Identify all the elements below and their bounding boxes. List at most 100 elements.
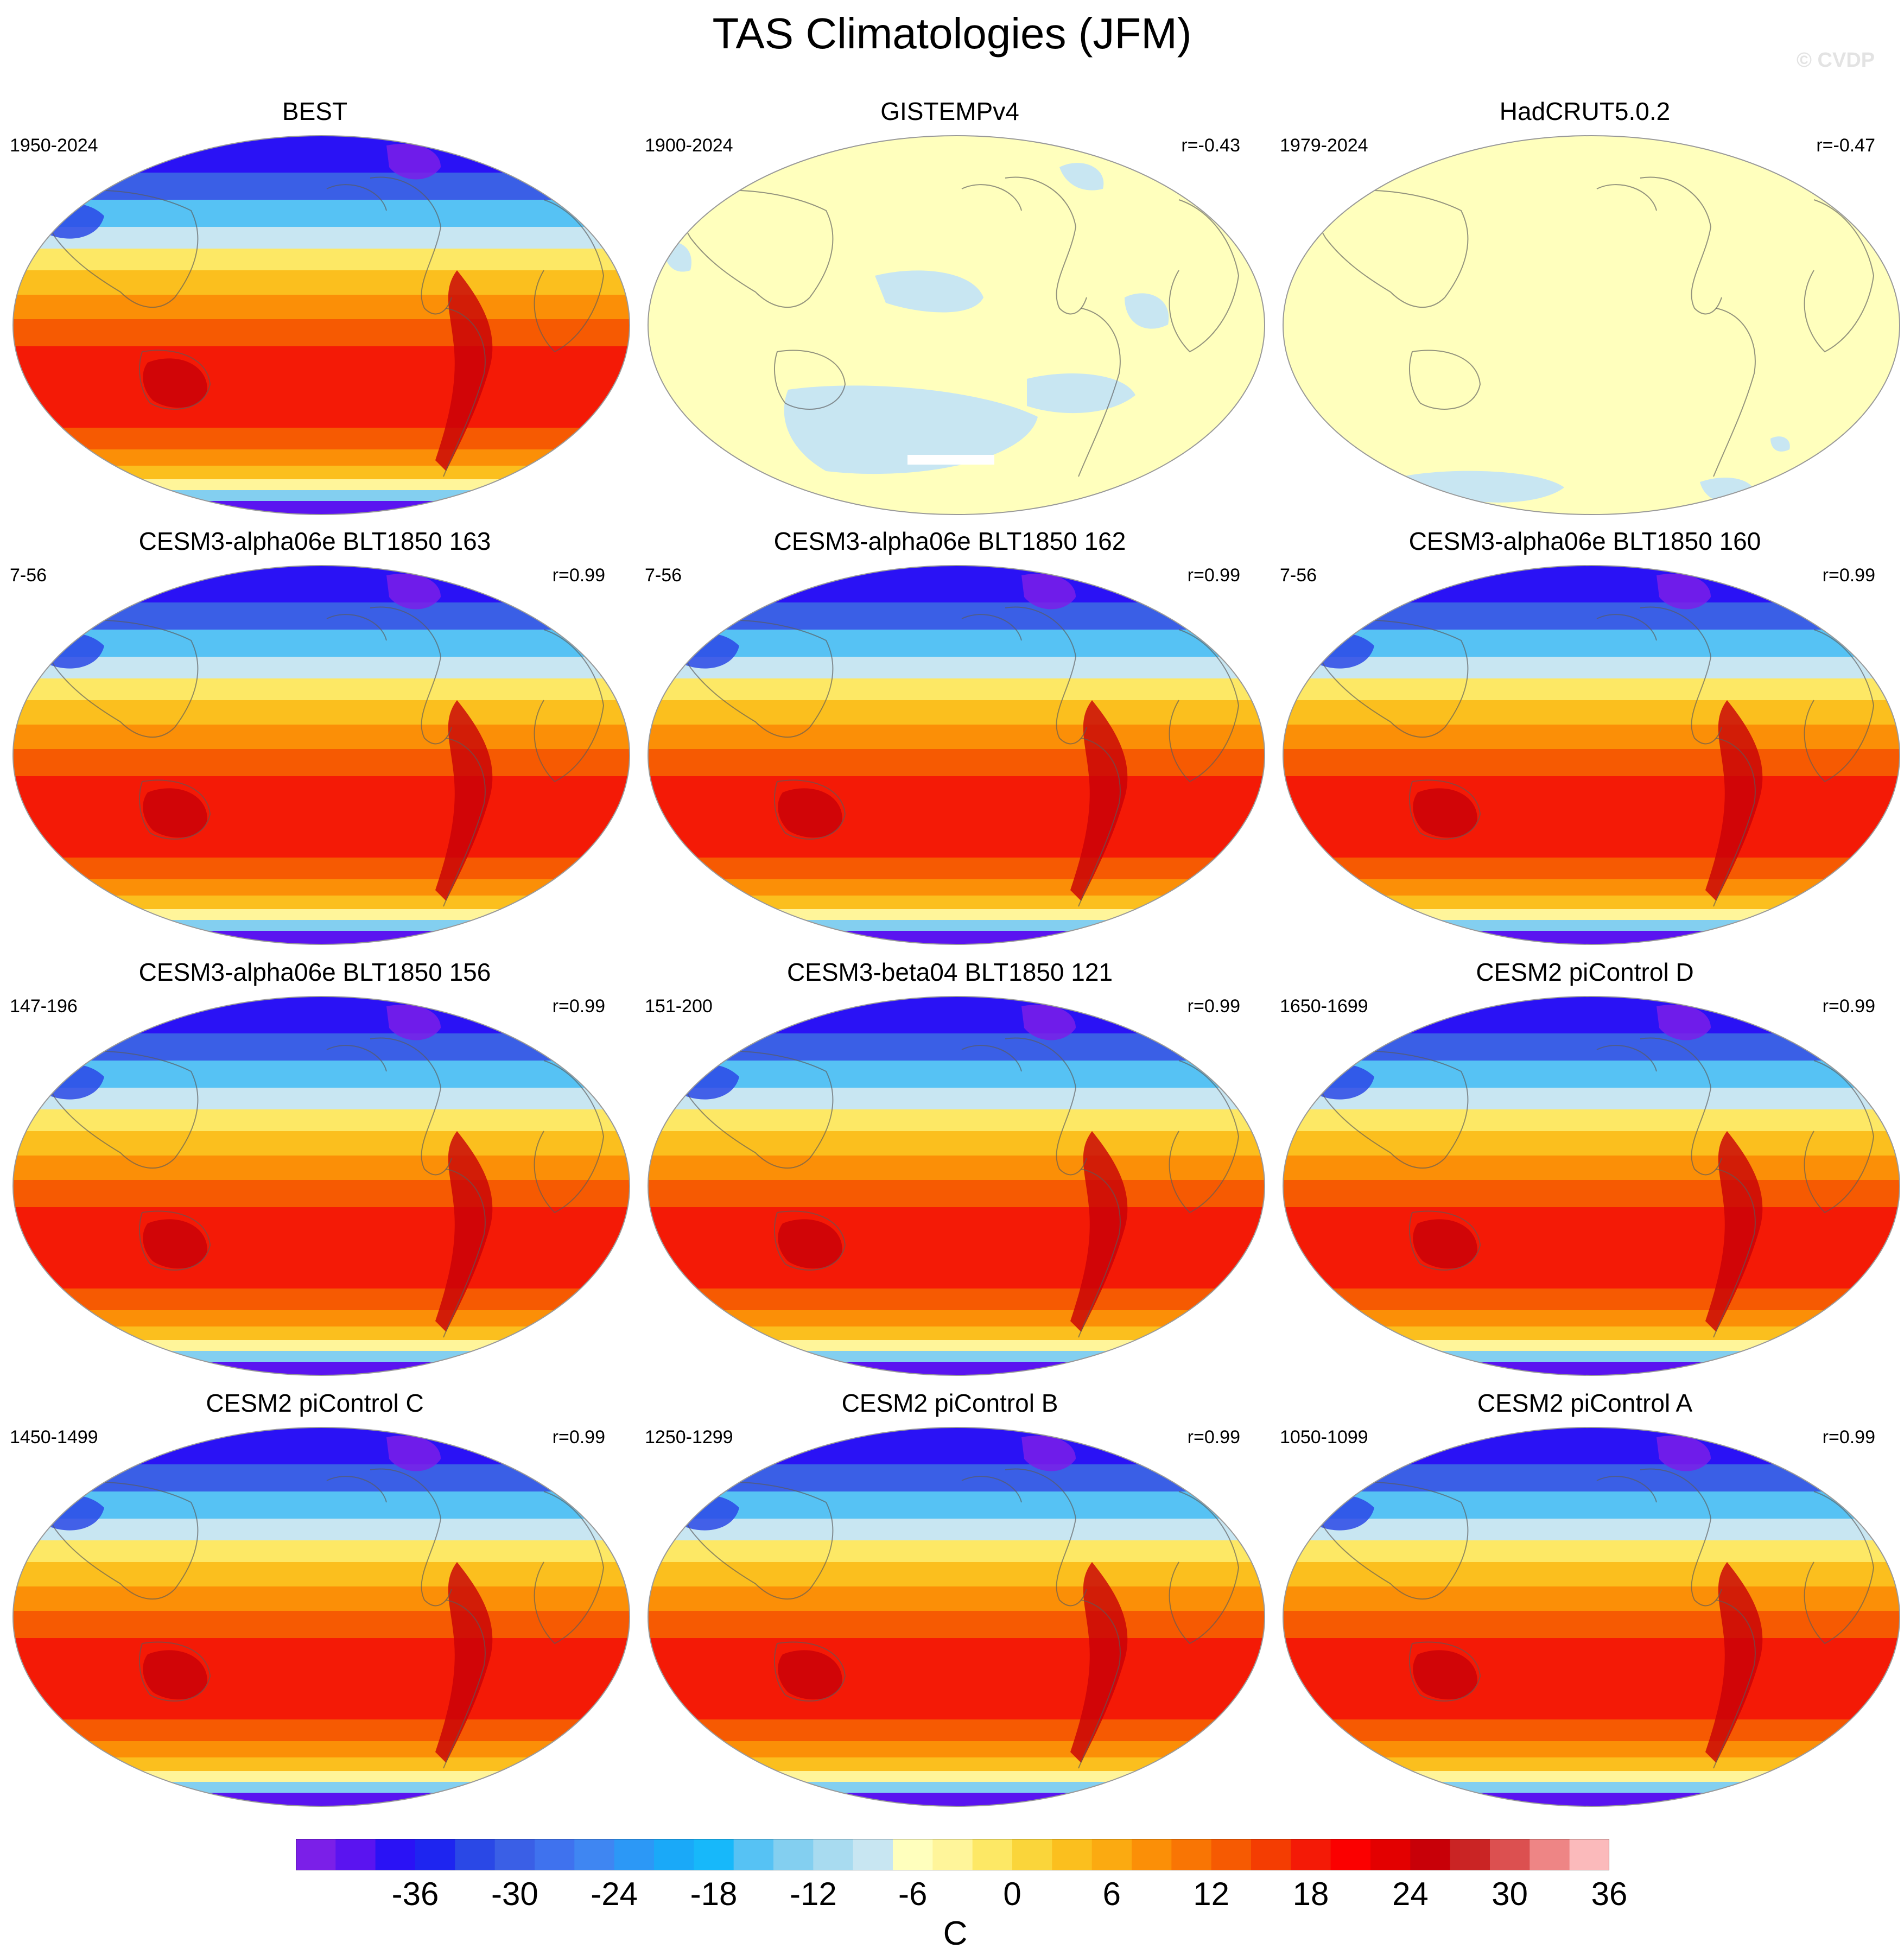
figure-title: TAS Climatologies (JFM) [712,9,1192,58]
temperature-band [13,1109,630,1131]
colorbar-swatch [535,1839,575,1870]
temperature-band [13,1088,630,1109]
temperature-band [1283,1611,1900,1638]
coastline [326,184,387,211]
temperature-band [1283,1638,1900,1719]
temperature-band [1283,1719,1900,1741]
colorbar-tick-label: 6 [1102,1876,1121,1912]
temperature-band [13,1491,630,1519]
anomaly-region [1059,163,1104,191]
panel-year-range: 1950-2024 [10,135,98,156]
coastline [668,189,834,308]
colorbar-swatch [614,1839,655,1870]
temperature-band [648,1638,1265,1719]
colorbar-swatch [296,1839,336,1870]
map-panel: CESM3-alpha06e BLT1850 160 7-56 r=0.99 [1270,525,1900,954]
map-panel: CESM3-alpha06e BLT1850 156 147-196 r=0.99 [0,956,630,1385]
temperature-band [648,1088,1265,1109]
colorbar-swatch [415,1839,455,1870]
temperature-band [13,1782,630,1793]
temperature-band [1283,1156,1900,1180]
temperature-band [13,1519,630,1540]
south-america-warm-region [1070,1131,1128,1332]
panel-year-range: 1250-1299 [645,1427,733,1448]
temperature-band [1283,1741,1900,1757]
temperature-band [1283,896,1900,909]
temperature-band [13,678,630,700]
temperature-band [648,1033,1265,1061]
map-border [12,565,630,945]
panel-title: CESM2 piControl A [1477,1389,1693,1417]
coastline [1804,199,1875,353]
greenland-cold-region [1657,573,1711,610]
coastline [1713,1599,1756,1769]
coastline [443,1599,486,1769]
temperature-band [648,920,1265,931]
panel-year-range: 7-56 [1280,565,1317,586]
colorbar-swatch [375,1839,416,1870]
panel-title: CESM2 piControl B [841,1389,1058,1417]
temperature-band [13,700,630,725]
map-panel: CESM2 piControl C 1450-1499 r=0.99 [0,1387,630,1816]
colorbar-tick-label: 36 [1591,1876,1628,1912]
robinson-map [12,565,630,945]
panel-title: CESM3-alpha06e BLT1850 163 [138,527,491,555]
temperature-band [1283,1793,1900,1806]
panel-title: CESM2 piControl D [1476,958,1694,986]
robinson-map [648,565,1265,945]
temperature-band [1283,1033,1900,1061]
temperature-band [13,501,630,515]
temperature-band [648,602,1265,630]
south-america-warm-region [1705,700,1763,901]
greenland-cold-region [386,1435,441,1471]
coastline [370,176,452,315]
temperature-band [1283,1061,1900,1088]
coastline [1596,614,1657,641]
temperature-band [1283,1109,1900,1131]
coastline [1005,1468,1087,1607]
panel-year-range: 1979-2024 [1280,135,1368,156]
temperature-band [648,896,1265,909]
temperature-band [648,1109,1265,1131]
panel-title: CESM3-alpha06e BLT1850 156 [138,958,491,986]
colorbar-swatch [1330,1839,1371,1870]
temperature-band [13,449,630,466]
map-panel: CESM3-alpha06e BLT1850 162 7-56 r=0.99 [635,525,1265,954]
temperature-band [13,1771,630,1782]
colorbar-swatch [972,1839,1013,1870]
anomaly-region [875,270,983,313]
panel-correlation: r=-0.43 [1181,135,1240,156]
temperature-band [13,136,630,173]
temperature-band [1283,858,1900,879]
greenland-cold-region [1657,1435,1711,1471]
temperature-band [13,1326,630,1340]
panel-correlation: r=0.99 [552,996,605,1017]
coastline [1005,1037,1087,1176]
temperature-band [1283,1757,1900,1771]
temperature-band [648,1427,1265,1464]
coastline [1169,199,1240,353]
south-america-warm-region [1705,1562,1763,1763]
temperature-band [648,1793,1265,1806]
temperature-band [1283,1540,1900,1562]
temperature-band [648,1540,1265,1562]
coastline [1640,176,1722,315]
south-america-warm-region [435,270,493,471]
temperature-band [13,931,630,944]
temperature-band [648,657,1265,678]
temperature-band [1283,1288,1900,1310]
colorbar-tick-label: -18 [690,1876,738,1912]
coastline [443,738,486,907]
map-panel: CESM3-alpha06e BLT1850 163 7-56 r=0.99 [0,525,630,954]
temperature-band [1283,657,1900,678]
temperature-band [13,996,630,1033]
map-panel: HadCRUT5.0.2 1979-2024 r=-0.47 [1270,96,1900,524]
temperature-band [1283,996,1900,1033]
temperature-band [1283,1427,1900,1464]
coastline [1596,1476,1657,1503]
temperature-band [13,896,630,909]
coastline [139,1641,211,1702]
coastline [1303,189,1469,308]
robinson-map [1283,1427,1900,1807]
temperature-band [1283,1491,1900,1519]
